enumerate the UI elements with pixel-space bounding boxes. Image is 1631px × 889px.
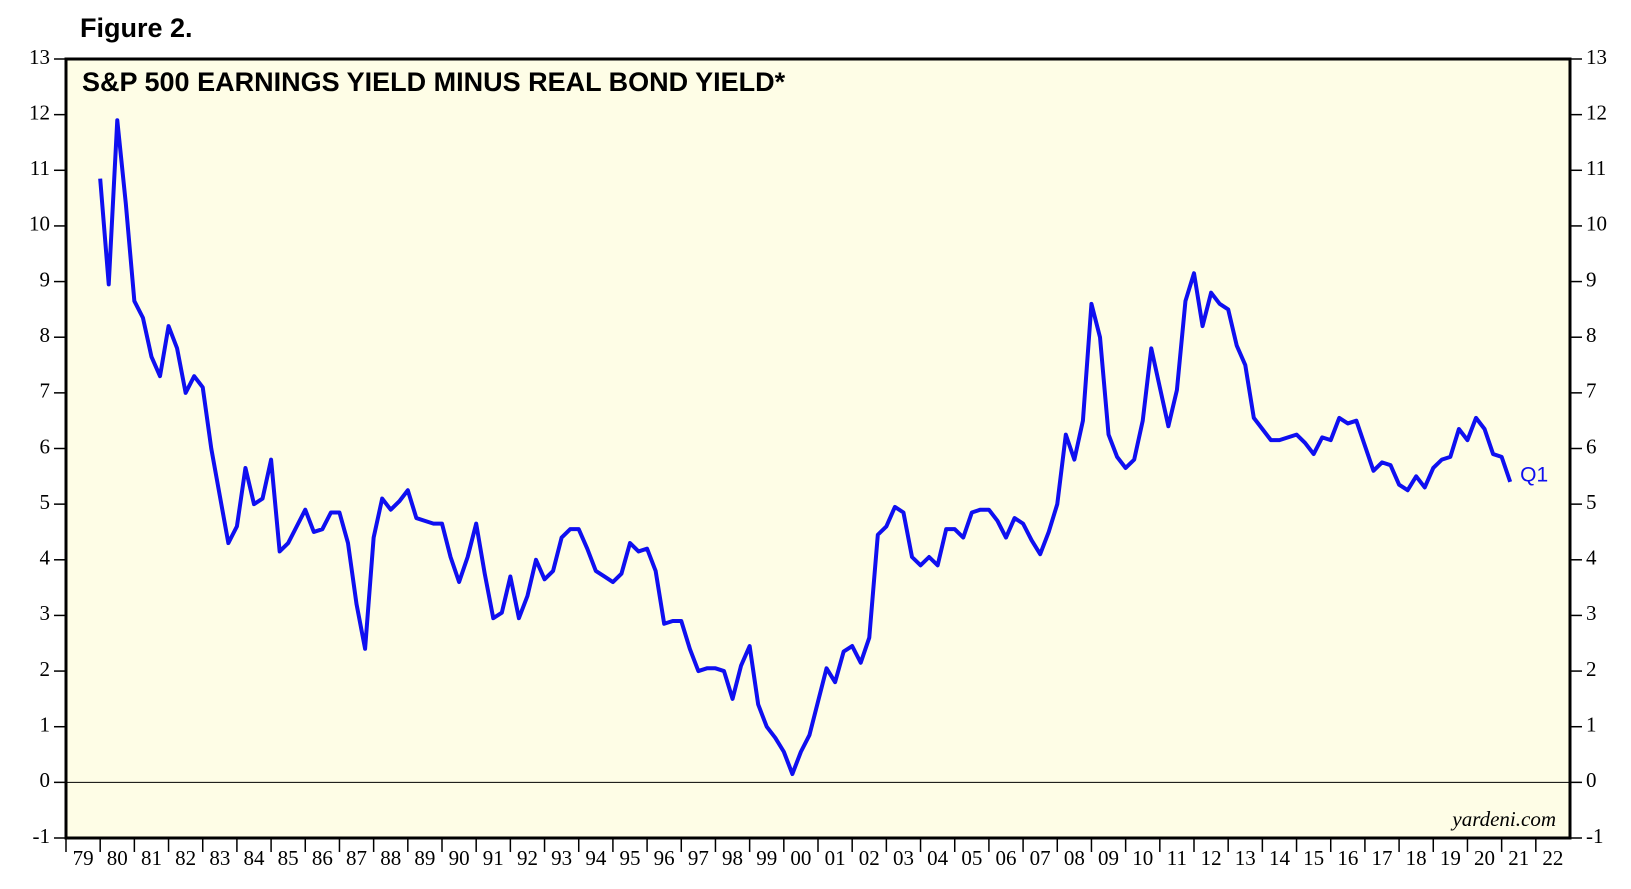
x-tick-label: 79 bbox=[73, 846, 94, 870]
y-tick-label: 11 bbox=[30, 156, 50, 180]
y2-tick-label: 11 bbox=[1586, 156, 1606, 180]
x-tick-label: 10 bbox=[1132, 846, 1153, 870]
x-tick-label: 08 bbox=[1064, 846, 1085, 870]
x-tick-label: 86 bbox=[312, 846, 333, 870]
y2-tick-label: 8 bbox=[1586, 323, 1597, 347]
y-tick-label: 7 bbox=[40, 379, 51, 403]
x-tick-label: 82 bbox=[175, 846, 196, 870]
y2-tick-label: 3 bbox=[1586, 601, 1597, 625]
x-tick-label: 16 bbox=[1337, 846, 1358, 870]
x-tick-label: 19 bbox=[1440, 846, 1461, 870]
source: yardeni.com bbox=[1450, 807, 1556, 831]
x-tick-label: 00 bbox=[790, 846, 811, 870]
x-tick-label: 92 bbox=[517, 846, 538, 870]
y2-tick-label: 4 bbox=[1586, 546, 1597, 570]
x-tick-label: 03 bbox=[893, 846, 914, 870]
y2-tick-label: 10 bbox=[1586, 212, 1607, 236]
x-tick-label: 06 bbox=[996, 846, 1017, 870]
figure-label: Figure 2. bbox=[80, 13, 193, 43]
y-tick-label: 4 bbox=[40, 546, 51, 570]
x-tick-label: 84 bbox=[244, 846, 266, 870]
x-tick-label: 96 bbox=[654, 846, 675, 870]
y-tick-label: 10 bbox=[29, 212, 50, 236]
y2-tick-label: 9 bbox=[1586, 267, 1597, 291]
x-tick-label: 91 bbox=[483, 846, 504, 870]
y-tick-label: 5 bbox=[40, 490, 51, 514]
x-tick-label: 02 bbox=[859, 846, 880, 870]
x-tick-label: 20 bbox=[1474, 846, 1495, 870]
x-tick-label: 22 bbox=[1542, 846, 1563, 870]
annotation: Q1 bbox=[1520, 463, 1548, 486]
y-tick-label: 0 bbox=[40, 768, 51, 792]
x-tick-label: 81 bbox=[141, 846, 162, 870]
y-tick-label: 1 bbox=[40, 713, 51, 737]
x-tick-label: 83 bbox=[209, 846, 230, 870]
y2-tick-label: 0 bbox=[1586, 768, 1597, 792]
x-tick-label: 14 bbox=[1269, 846, 1291, 870]
data-line bbox=[98, 118, 1513, 777]
x-tick-label: 90 bbox=[449, 846, 470, 870]
x-tick-label: 17 bbox=[1372, 846, 1393, 870]
x-tick-label: 13 bbox=[1235, 846, 1256, 870]
x-tick-label: 11 bbox=[1167, 846, 1187, 870]
y2-tick-label: 7 bbox=[1586, 379, 1597, 403]
y2-tick-label: -1 bbox=[1586, 824, 1604, 848]
x-tick-label: 15 bbox=[1303, 846, 1324, 870]
x-tick-label: 80 bbox=[107, 846, 128, 870]
y-tick-label: 8 bbox=[40, 323, 51, 347]
y2-tick-label: 1 bbox=[1586, 713, 1597, 737]
x-tick-label: 88 bbox=[380, 846, 401, 870]
y2-tick-label: 6 bbox=[1586, 434, 1597, 458]
y2-tick-label: 12 bbox=[1586, 100, 1607, 124]
y-tick-label: 13 bbox=[29, 45, 50, 69]
x-tick-label: 95 bbox=[620, 846, 641, 870]
y2-tick-label: 13 bbox=[1586, 45, 1607, 69]
plot-background bbox=[66, 59, 1570, 838]
y-tick-label: 12 bbox=[29, 100, 50, 124]
chart-layer: -1012345678910111213-1012345678910111213… bbox=[29, 45, 1607, 870]
x-tick-label: 09 bbox=[1098, 846, 1119, 870]
y-tick-label: 2 bbox=[40, 657, 51, 681]
y2-tick-label: 5 bbox=[1586, 490, 1597, 514]
x-tick-label: 04 bbox=[927, 846, 949, 870]
x-tick-label: 87 bbox=[346, 846, 367, 870]
x-tick-label: 01 bbox=[825, 846, 846, 870]
y2-tick-label: 2 bbox=[1586, 657, 1597, 681]
plot-frame bbox=[64, 57, 1572, 840]
x-tick-label: 12 bbox=[1201, 846, 1222, 870]
x-tick-label: 93 bbox=[551, 846, 572, 870]
x-tick-label: 94 bbox=[585, 846, 607, 870]
x-tick-label: 21 bbox=[1508, 846, 1529, 870]
x-tick-label: 05 bbox=[961, 846, 982, 870]
y-tick-label: 9 bbox=[40, 267, 51, 291]
x-tick-label: 07 bbox=[1030, 846, 1051, 870]
x-tick-label: 85 bbox=[278, 846, 299, 870]
x-tick-label: 99 bbox=[756, 846, 777, 870]
y-tick-label: 6 bbox=[40, 434, 51, 458]
chart-title: S&P 500 EARNINGS YIELD MINUS REAL BOND Y… bbox=[82, 67, 786, 97]
x-tick-label: 97 bbox=[688, 846, 709, 870]
x-tick-label: 98 bbox=[722, 846, 743, 870]
x-tick-label: 89 bbox=[414, 846, 435, 870]
x-tick-label: 18 bbox=[1406, 846, 1427, 870]
y-tick-label: 3 bbox=[40, 601, 51, 625]
y-tick-label: -1 bbox=[33, 824, 51, 848]
